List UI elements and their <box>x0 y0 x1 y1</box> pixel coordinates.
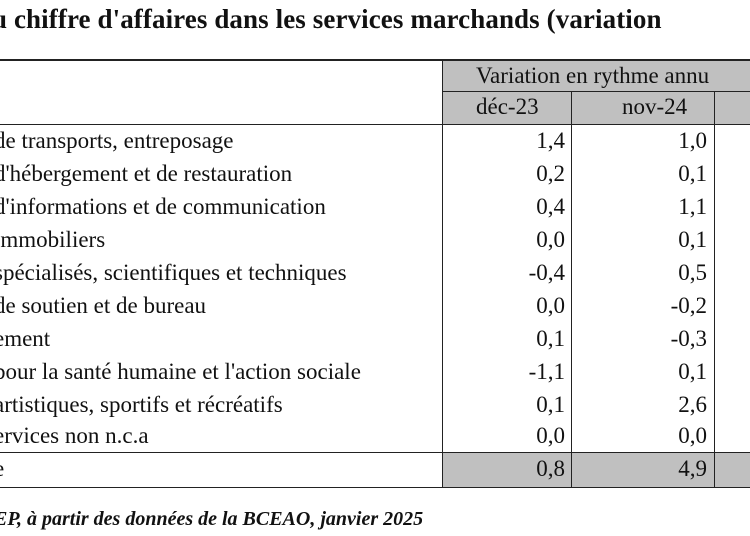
row-value-dec23: -1,1 <box>528 359 565 384</box>
row-value-dec23: 0,4 <box>536 194 565 219</box>
row-value-dec23: 0,0 <box>536 423 565 448</box>
row-value-nov24: 0,1 <box>678 359 707 384</box>
column-divider <box>442 61 443 487</box>
total-row-top-line <box>0 452 750 453</box>
row-label: immobiliers <box>0 227 106 252</box>
table-title: u chiffre d'affaires dans les services m… <box>0 4 662 34</box>
total-value-nov24: 4,9 <box>678 456 707 481</box>
header-col-nov24: nov-24 <box>622 94 688 119</box>
row-label: ement <box>0 326 51 351</box>
row-value-dec23: 0,2 <box>536 161 565 186</box>
total-row-shading <box>443 453 750 487</box>
row-value-dec23: 0,0 <box>536 227 565 252</box>
row-value-nov24: 1,0 <box>678 128 707 153</box>
source-note: EP, à partir des données de la BCEAO, ja… <box>0 508 424 530</box>
header-divider <box>443 91 750 92</box>
row-value-dec23: 0,1 <box>536 326 565 351</box>
row-value-nov24: 0,1 <box>678 227 707 252</box>
row-label: d'hébergement et de restauration <box>0 161 293 186</box>
row-value-nov24: 0,5 <box>678 260 707 285</box>
total-value-dec23: 0,8 <box>536 456 565 481</box>
column-divider <box>571 92 572 487</box>
total-row-label: e <box>0 453 4 485</box>
row-label: ervices non n.c.a <box>0 423 149 448</box>
column-divider <box>714 92 715 487</box>
row-value-nov24: -0,3 <box>670 326 707 351</box>
row-label: pour la santé humaine et l'action social… <box>0 359 361 384</box>
data-table: Variation en rythme annu déc-23 nov-24 d… <box>0 59 750 488</box>
header-col-dec23: déc-23 <box>476 94 539 119</box>
row-value-dec23: 0,1 <box>536 392 565 417</box>
row-label: spécialisés, scientifiques et techniques <box>0 260 347 285</box>
header-bottom-line <box>0 124 750 125</box>
row-value-nov24: 2,6 <box>678 392 707 417</box>
row-value-dec23: -0,4 <box>528 260 565 285</box>
row-label: de soutien et de bureau <box>0 293 207 318</box>
row-value-nov24: 0,1 <box>678 161 707 186</box>
row-value-nov24: 1,1 <box>678 194 707 219</box>
header-shading <box>443 61 750 125</box>
row-value-dec23: 1,4 <box>536 128 565 153</box>
row-label: artistiques, sportifs et récréatifs <box>0 392 283 417</box>
row-value-dec23: 0,0 <box>536 293 565 318</box>
header-group-label: Variation en rythme annu <box>476 63 710 88</box>
row-value-nov24: 0,0 <box>678 423 707 448</box>
row-value-nov24: -0,2 <box>670 293 707 318</box>
row-label: de transports, entreposage <box>0 128 234 153</box>
row-label: d'informations et de communication <box>0 194 326 219</box>
